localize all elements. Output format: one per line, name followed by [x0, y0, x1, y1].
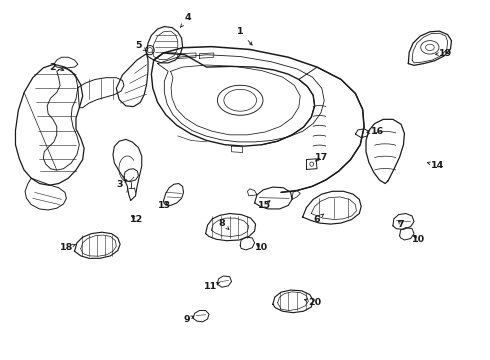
- Text: 3: 3: [116, 180, 126, 189]
- Text: 10: 10: [255, 243, 269, 252]
- Text: 8: 8: [219, 219, 229, 229]
- Text: 1: 1: [237, 27, 252, 45]
- Text: 13: 13: [158, 201, 171, 210]
- Text: 20: 20: [304, 298, 321, 307]
- Text: 18: 18: [60, 243, 76, 252]
- Text: 10: 10: [412, 235, 425, 244]
- Text: 16: 16: [367, 127, 384, 136]
- Text: 15: 15: [258, 201, 271, 210]
- Text: 14: 14: [427, 161, 444, 170]
- Text: 2: 2: [49, 63, 64, 72]
- Text: 6: 6: [314, 214, 323, 224]
- Text: 4: 4: [180, 13, 192, 27]
- Text: 19: 19: [436, 49, 452, 58]
- Text: 9: 9: [183, 315, 194, 324]
- Text: 17: 17: [315, 153, 328, 162]
- Text: 7: 7: [398, 220, 404, 229]
- Text: 12: 12: [130, 215, 144, 224]
- Text: 11: 11: [204, 282, 220, 291]
- Text: 5: 5: [135, 41, 147, 51]
